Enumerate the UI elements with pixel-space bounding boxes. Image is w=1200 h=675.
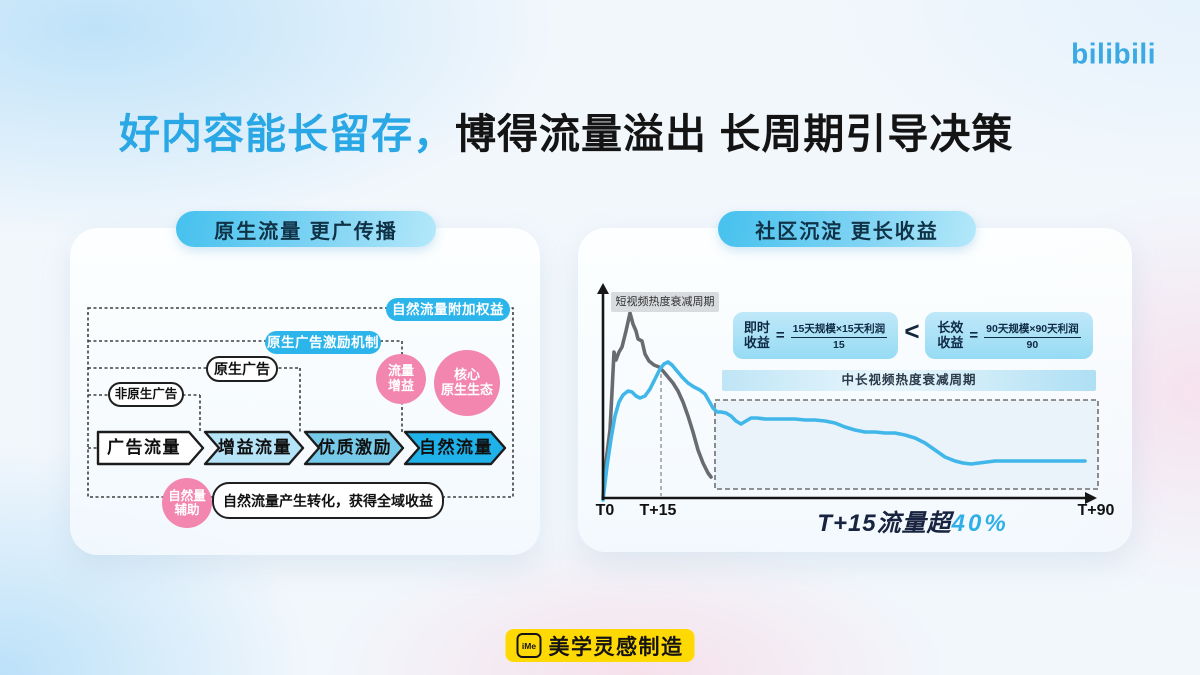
native-traffic-flowchart [87,307,514,498]
midlong-video-curve [601,360,1087,502]
label-conversion-note: 自然流量产生转化，获得全域收益 [212,482,444,519]
formula-instant-revenue: 即时 收益 = 15天规模×15天利润 15 [733,312,898,359]
flow-step-natural-traffic: 自然流量 [419,438,493,457]
right-panel-title: 社区沉淀 更长收益 [718,211,976,247]
bubble-core-ecosystem: 核心 原生生态 [434,350,500,416]
banner-natural-traffic [403,430,507,466]
formula-longterm-denominator: 90 [1026,338,1039,351]
left-panel-card: 原生流量 更广传播 自然流量附加权益 原生广告激励机制 原生广告 非原生广告 流… [70,211,540,555]
bubble-traffic-gain: 流量 增益 [376,354,426,404]
formula-instant-numerator: 15天规模×15天利润 [790,321,888,338]
bubble-core-line1: 核心 [453,367,480,383]
label-native-ad-incentive: 原生广告激励机制 [265,331,381,354]
caption-percentage: 40% [951,510,1009,537]
footer-badge-label: 美学灵感制造 [548,635,684,659]
banner-quality-incentive [303,430,405,466]
bubble-assist-line2: 辅助 [174,503,200,517]
flow-banners [96,430,507,466]
x-tick-t15: T+15 [639,502,677,519]
bubble-assist-line1: 自然量 [168,488,206,503]
formula-longterm-equals: = [969,327,979,344]
less-than-sign: < [904,316,920,346]
formula-instant-name: 即时 收益 [743,319,770,350]
title-rest: 博得流量溢出 长周期引导决策 [455,111,1014,157]
flow-step-gain-traffic: 增益流量 [218,438,292,457]
label-midlong-video-cycle: 中长视频热度衰减周期 [722,370,1096,391]
formula-instant-denominator: 15 [833,338,845,351]
formula-instant-fraction: 15天规模×15天利润 15 [790,321,888,351]
highlight-region [714,399,1099,490]
x-tick-t90: T+90 [1077,502,1115,519]
formula-longterm-name-l1: 长效 [937,319,964,335]
bubble-core-line2: 原生生态 [440,382,493,397]
bilibili-logo: bilibili [1071,37,1156,70]
axes [601,292,1087,500]
label-short-video-cycle: 短视频热度衰减周期 [611,292,719,312]
left-panel-title: 原生流量 更广传播 [176,211,436,247]
label-native-ad: 原生广告 [206,356,278,382]
label-natural-bonus: 自然流量附加权益 [386,298,510,321]
banner-gain-traffic [203,430,305,466]
formula-instant-name-l2: 收益 [743,334,770,350]
ime-logo-icon: iMe [516,633,542,658]
formula-longterm-name: 长效 收益 [937,319,964,350]
formula-longterm-fraction: 90天规模×90天利润 90 [984,321,1081,351]
short-video-curve [601,311,713,500]
footer-badge: iMe 美学灵感制造 [505,629,695,662]
label-non-native-ad: 非原生广告 [108,382,184,407]
formula-instant-equals: = [775,327,785,344]
flow-step-quality-incentive: 优质激励 [318,438,392,457]
x-tick-t0: T0 [595,502,615,519]
title-highlight: 好内容能长留存， [119,111,455,157]
caption-text: T+15流量超 [817,510,952,537]
bubble-natural-assist: 自然量 辅助 [162,478,212,528]
right-panel-card: 社区沉淀 更长收益 短视频热度衰减周期 即时 收益 = 15天规模×15天利润 … [578,211,1132,552]
formula-instant-name-l1: 即时 [743,319,770,335]
flow-step-ad-traffic: 广告流量 [107,438,181,457]
chart-caption: T+15流量超40% [743,503,1083,538]
y-axis-arrow [597,283,609,294]
bubble-traffic-gain-line2: 增益 [387,378,414,393]
formula-longterm-numerator: 90天规模×90天利润 [984,321,1081,338]
page-title: 好内容能长留存，博得流量溢出 长周期引导决策 [119,100,1013,160]
formula-longterm-name-l2: 收益 [937,334,964,350]
decay-curve-chart [597,283,1099,504]
banner-ad-traffic [96,430,205,466]
formula-longterm-revenue: 长效 收益 = 90天规模×90天利润 90 [925,312,1093,359]
x-axis-arrow [1085,492,1097,504]
bubble-traffic-gain-line1: 流量 [387,363,414,379]
